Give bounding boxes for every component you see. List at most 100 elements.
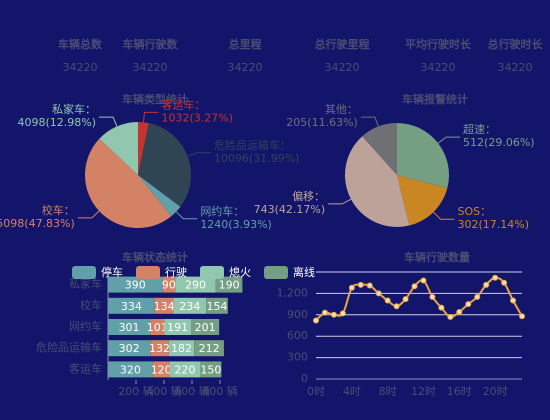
bar-segment [108,319,151,335]
bar-value-label: 234 [179,300,200,313]
line-point [402,296,409,303]
bar-segment [215,276,243,293]
line-point [313,317,319,324]
x-tick-label: 20时 [483,385,508,398]
line-point [321,309,328,316]
y-tick-label: 300 [287,351,308,364]
pie-slice [344,136,410,227]
legend-swatch [136,266,160,279]
y-tick-label: 900 [287,308,308,321]
y-tick-label: 1,200 [277,286,309,299]
bar-segment [191,319,220,335]
kpi-title: 车辆总数 [58,37,103,51]
line-point [366,282,373,289]
pie-label-name: 校车： [42,203,75,217]
pie-slice [138,122,149,175]
pie-label-name: 其他： [325,103,358,116]
legend-label: 停车 [101,265,123,279]
x-tick-label: 0时 [307,385,325,398]
pie-label-name: 偏移： [292,189,325,203]
line-point [375,290,382,297]
bar-value-label: 120 [151,363,172,376]
bar-value-label: 150 [200,363,221,376]
line-point [519,313,525,320]
kpi-title: 平均行驶时长 [405,37,472,51]
bar-segment [164,319,192,335]
pie-label-value: 743(42.17%) [254,203,326,216]
kpi-value: 34220 [133,61,168,74]
leader-line [433,211,455,220]
kpi-value: 34220 [421,61,456,74]
bar-segment [162,276,176,293]
leader-line [360,116,379,127]
y-tick-label: 600 [287,329,308,342]
y-tick-label: 危险品运输车 [36,340,102,354]
line-point [465,301,472,308]
legend-swatch [200,266,224,279]
x-tick-label: 400 辆 [146,384,182,398]
line-point [330,311,337,318]
pie-label-name: SOS： [457,205,491,218]
pie-label-name: 危险品运输车： [214,138,291,152]
pie-label-name: 网约车： [200,204,244,218]
line-point [339,310,346,317]
line-point [447,313,454,320]
line-point [357,281,364,288]
bar-segment [169,361,201,378]
chart-title: 车辆类型统计 [122,92,188,106]
bar-value-label: 132 [149,342,170,355]
bar-value-label: 301 [119,321,140,334]
x-tick-label: 12时 [411,385,436,398]
bar-segment [108,276,163,293]
kpi-title: 车辆行驶数 [123,37,179,51]
line-point [348,284,355,291]
line-point [393,303,400,310]
leader-line [142,111,159,123]
x-tick-label: 200 辆 [118,384,154,398]
bar-segment [173,297,207,314]
pie-slice [138,175,181,217]
line-point [420,277,427,284]
pie-label-name: 超速： [463,122,496,136]
kpi-value: 34220 [228,61,263,74]
y-tick-label: 客运车 [69,361,102,375]
leader-line [77,210,100,219]
legend-swatch [72,266,96,279]
bar-segment [200,361,222,378]
bar-value-label: 154 [207,300,228,313]
line-point [510,297,517,304]
bar-value-label: 220 [175,363,196,376]
pie-label-value: 302(17.14%) [457,218,529,231]
line-point [474,293,481,300]
line-point [492,274,499,281]
pie-label-value: 205(11.63%) [286,116,358,129]
bar-value-label: 191 [167,321,188,334]
bar-segment [152,361,170,378]
line-point [384,297,391,304]
legend-label: 离线 [293,265,315,279]
x-tick-label: 8时 [379,385,397,398]
bar-value-label: 182 [171,342,192,355]
bar-value-label: 134 [154,300,175,313]
legend-swatch [264,266,288,279]
chart-title: 车辆状态统计 [122,250,188,264]
x-tick-label: 800 辆 [202,384,238,398]
legend-label: 行驶 [165,265,187,279]
x-tick-label: 600 辆 [174,384,210,398]
pie-slice [362,123,397,175]
bar-segment [108,340,151,357]
bar-segment [108,297,155,314]
pie-label-value: 512(29.06%) [463,136,535,149]
pie-slice [84,138,172,229]
bar-segment [150,319,165,335]
kpi-title: 总行驶时长 [488,37,544,51]
x-tick-label: 16时 [447,385,472,398]
bar-segment [108,361,153,378]
leader-line [328,198,352,205]
bar-value-label: 390 [125,279,146,292]
line-point [429,293,436,300]
bar-value-label: 201 [195,321,216,334]
bar-value-label: 302 [119,342,140,355]
bar-value-label: 334 [121,300,142,313]
